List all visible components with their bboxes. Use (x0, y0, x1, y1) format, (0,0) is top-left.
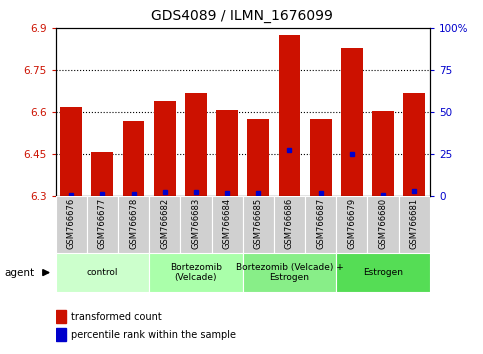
Bar (180, 196, 212, 253)
Text: agent: agent (5, 268, 35, 278)
Bar (403, 93, 425, 196)
Bar (149, 253, 242, 292)
Bar (305, 196, 336, 253)
Text: GSM766683: GSM766683 (191, 198, 200, 250)
Bar (91, 152, 113, 196)
Bar (118, 196, 149, 253)
Text: GSM766680: GSM766680 (379, 198, 387, 249)
Text: GSM766687: GSM766687 (316, 198, 325, 250)
Text: GDS4089 / ILMN_1676099: GDS4089 / ILMN_1676099 (151, 9, 332, 23)
Text: control: control (86, 268, 118, 277)
Bar (242, 253, 336, 292)
Text: transformed count: transformed count (71, 312, 162, 322)
Text: Bortezomib
(Velcade): Bortezomib (Velcade) (170, 263, 222, 282)
Text: GSM766678: GSM766678 (129, 198, 138, 250)
Bar (185, 93, 207, 196)
Bar (212, 196, 242, 253)
Bar (247, 119, 269, 196)
Text: GSM766677: GSM766677 (98, 198, 107, 250)
Bar (56, 328, 66, 341)
Bar (310, 119, 332, 196)
Bar (216, 110, 238, 196)
Bar (60, 107, 82, 196)
Bar (123, 121, 144, 196)
Bar (56, 253, 149, 292)
Bar (398, 196, 430, 253)
Text: GSM766682: GSM766682 (160, 198, 169, 249)
Bar (336, 196, 368, 253)
Bar (368, 196, 398, 253)
Bar (274, 196, 305, 253)
Bar (336, 253, 430, 292)
Text: GSM766676: GSM766676 (67, 198, 76, 250)
Text: GSM766681: GSM766681 (410, 198, 419, 249)
Bar (149, 196, 180, 253)
Bar (372, 111, 394, 196)
Bar (56, 196, 87, 253)
Text: percentile rank within the sample: percentile rank within the sample (71, 330, 236, 339)
Bar (87, 196, 118, 253)
Bar (242, 196, 274, 253)
Bar (341, 48, 363, 196)
Bar (154, 101, 176, 196)
Text: Estrogen: Estrogen (363, 268, 403, 277)
Text: GSM766679: GSM766679 (347, 198, 356, 249)
Text: Bortezomib (Velcade) +
Estrogen: Bortezomib (Velcade) + Estrogen (236, 263, 343, 282)
Bar (279, 35, 300, 196)
Text: GSM766684: GSM766684 (223, 198, 232, 249)
Text: GSM766686: GSM766686 (285, 198, 294, 250)
Text: GSM766685: GSM766685 (254, 198, 263, 249)
Bar (56, 310, 66, 323)
